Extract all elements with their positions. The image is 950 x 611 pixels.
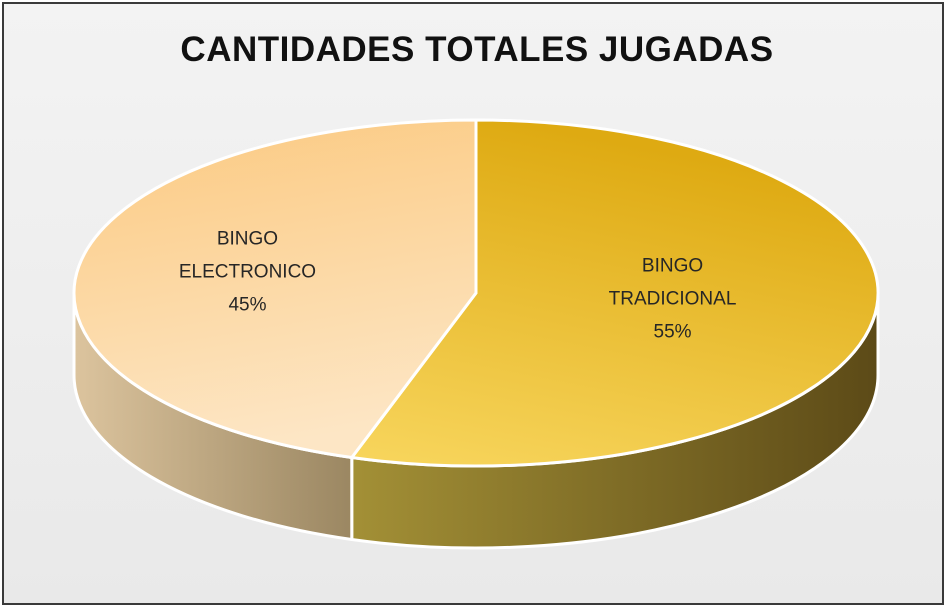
chart-title: CANTIDADES TOTALES JUGADAS: [180, 30, 774, 69]
data-label-bingo-electronico: BINGO ELECTRONICO 45%: [179, 228, 316, 315]
pie-slice-bingo-tradicional: [350, 118, 880, 468]
pie-slice-bingo-electronico: [72, 118, 478, 460]
data-label-bingo-tradicional: BINGO TRADICIONAL 55%: [609, 256, 737, 343]
